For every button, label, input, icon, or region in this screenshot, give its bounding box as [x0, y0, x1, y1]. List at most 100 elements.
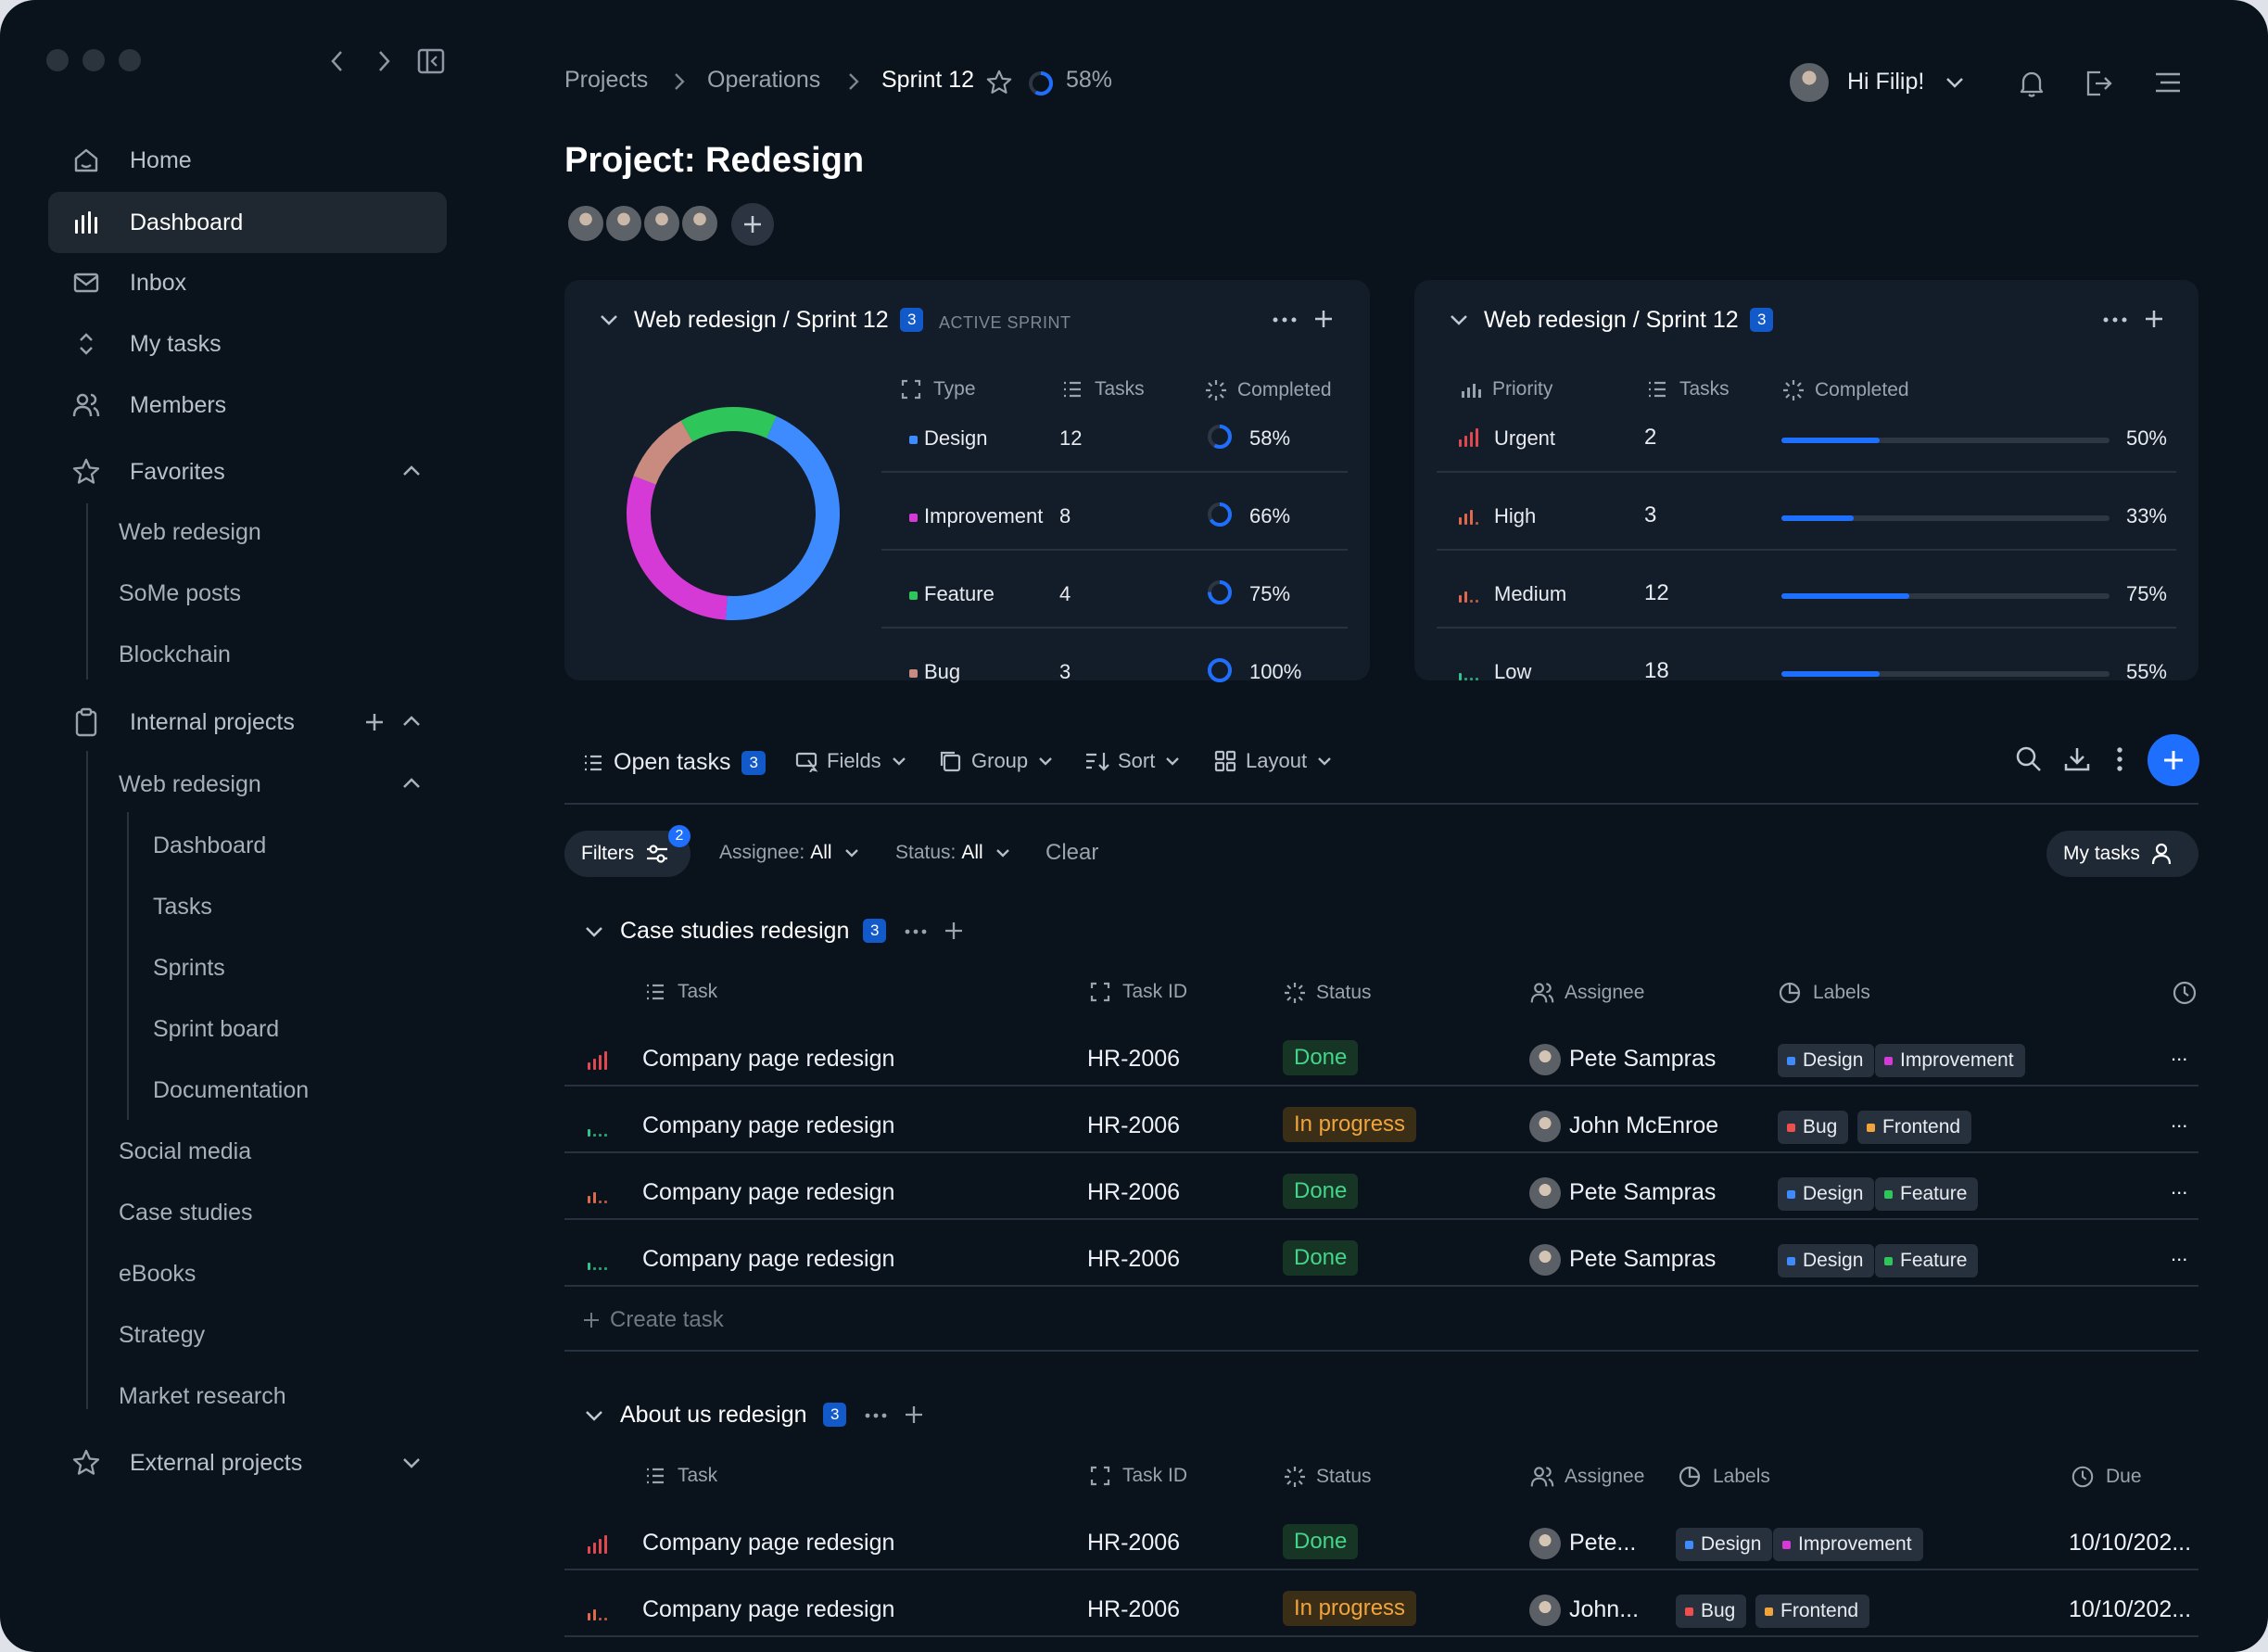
label-tag[interactable]: Bug: [1778, 1111, 1849, 1144]
download-icon[interactable]: [2063, 745, 2091, 773]
sidebar-item-home[interactable]: Home: [48, 130, 447, 191]
favorite-web-redesign[interactable]: Web redesign: [119, 519, 261, 545]
logout-icon[interactable]: [2084, 69, 2113, 98]
label-tag[interactable]: Design: [1778, 1044, 1875, 1077]
user-avatar[interactable]: [1788, 61, 1831, 104]
chevron-down-icon[interactable]: [1945, 74, 1965, 91]
forward-arrow-icon[interactable]: [373, 48, 395, 74]
sidebar-item-members[interactable]: Members: [48, 375, 447, 436]
member-avatar[interactable]: [604, 204, 643, 243]
window-maximize-button[interactable]: [119, 49, 141, 71]
breadcrumb-operations[interactable]: Operations: [707, 67, 821, 93]
status-filter[interactable]: Status: All: [895, 842, 1011, 864]
sidebar-section-favorites[interactable]: Favorites: [48, 441, 447, 502]
label-tag[interactable]: Bug: [1676, 1595, 1747, 1628]
web-child-sprints[interactable]: Sprints: [153, 955, 225, 981]
bell-icon[interactable]: [2018, 69, 2046, 98]
task-name[interactable]: Company page redesign: [642, 1112, 895, 1138]
task-name[interactable]: Company page redesign: [642, 1179, 895, 1205]
label-tag[interactable]: Feature: [1875, 1177, 1979, 1211]
assignee-name[interactable]: John...: [1569, 1596, 1640, 1622]
label-tag[interactable]: Improvement: [1875, 1044, 2025, 1077]
member-avatar[interactable]: [566, 204, 605, 243]
fields-button[interactable]: Fields: [795, 749, 907, 773]
open-tasks-tab[interactable]: Open tasks 3: [582, 749, 766, 776]
more-cell[interactable]: ...: [2171, 1042, 2188, 1065]
add-task-button[interactable]: [2148, 734, 2199, 786]
user-greeting[interactable]: Hi Filip!: [1847, 69, 1925, 95]
assignee-name[interactable]: Pete Sampras: [1569, 1246, 1717, 1272]
chevron-down-icon[interactable]: [584, 923, 604, 940]
search-icon[interactable]: [2015, 745, 2043, 773]
favorite-blockchain[interactable]: Blockchain: [119, 642, 231, 667]
plus-icon[interactable]: [944, 921, 964, 941]
status-badge[interactable]: Done: [1283, 1240, 1359, 1276]
label-tag[interactable]: Feature: [1875, 1244, 1979, 1277]
web-child-documentation[interactable]: Documentation: [153, 1077, 310, 1103]
plus-icon[interactable]: [904, 1404, 924, 1425]
sidebar-item-dashboard[interactable]: Dashboard: [48, 192, 447, 253]
sidebar-toggle-icon[interactable]: [417, 48, 445, 74]
task-name[interactable]: Company page redesign: [642, 1246, 895, 1272]
more-cell[interactable]: ...: [2171, 1242, 2188, 1265]
plus-icon[interactable]: [2143, 308, 2165, 330]
chevron-up-icon[interactable]: [400, 462, 423, 485]
status-badge[interactable]: In progress: [1283, 1107, 1417, 1142]
window-minimize-button[interactable]: [82, 49, 105, 71]
label-tag[interactable]: Design: [1778, 1244, 1875, 1277]
project-case-studies[interactable]: Case studies: [119, 1200, 253, 1226]
project-market-research[interactable]: Market research: [119, 1383, 286, 1409]
assignee-name[interactable]: Pete Sampras: [1569, 1179, 1717, 1205]
sidebar-item-my-tasks[interactable]: My tasks: [48, 313, 447, 375]
more-vertical-icon[interactable]: [2115, 745, 2124, 773]
more-horizontal-icon[interactable]: [864, 1411, 888, 1420]
member-avatar[interactable]: [642, 204, 681, 243]
more-cell[interactable]: ...: [2171, 1175, 2188, 1199]
more-horizontal-icon[interactable]: [2102, 315, 2128, 324]
status-badge[interactable]: Done: [1283, 1524, 1359, 1559]
status-badge[interactable]: Done: [1283, 1040, 1359, 1075]
more-horizontal-icon[interactable]: [1272, 315, 1298, 324]
project-social-media[interactable]: Social media: [119, 1138, 252, 1164]
assignee-name[interactable]: John McEnroe: [1569, 1112, 1719, 1138]
clock-icon[interactable]: [2172, 980, 2198, 1006]
project-strategy[interactable]: Strategy: [119, 1322, 206, 1348]
chevron-up-icon[interactable]: [400, 712, 423, 735]
clear-filters-link[interactable]: Clear: [1045, 840, 1099, 865]
label-tag[interactable]: Design: [1778, 1177, 1875, 1211]
window-close-button[interactable]: [46, 49, 69, 71]
chevron-down-icon[interactable]: [599, 311, 619, 328]
favorite-some-posts[interactable]: SoMe posts: [119, 580, 242, 606]
menu-icon[interactable]: [2153, 70, 2183, 95]
assignee-name[interactable]: Pete...: [1569, 1530, 1637, 1556]
plus-icon[interactable]: [363, 711, 386, 738]
assignee-filter[interactable]: Assignee: All: [719, 842, 860, 864]
web-child-sprint-board[interactable]: Sprint board: [153, 1016, 280, 1042]
layout-button[interactable]: Layout: [1214, 749, 1333, 773]
web-child-tasks[interactable]: Tasks: [153, 894, 212, 920]
assignee-name[interactable]: Pete Sampras: [1569, 1046, 1717, 1072]
label-tag[interactable]: Improvement: [1773, 1528, 1923, 1561]
breadcrumb-projects[interactable]: Projects: [564, 67, 649, 93]
status-badge[interactable]: In progress: [1283, 1591, 1417, 1626]
group-button[interactable]: Group: [938, 749, 1054, 773]
my-tasks-button[interactable]: My tasks: [2046, 831, 2198, 877]
plus-icon[interactable]: [1312, 308, 1335, 330]
chevron-down-icon[interactable]: [1449, 311, 1469, 328]
task-name[interactable]: Company page redesign: [642, 1596, 895, 1622]
sidebar-item-inbox[interactable]: Inbox: [48, 252, 447, 313]
chevron-down-icon[interactable]: [400, 1454, 423, 1477]
create-task-button[interactable]: Create task: [582, 1307, 724, 1333]
task-name[interactable]: Company page redesign: [642, 1046, 895, 1072]
sort-button[interactable]: Sort: [1084, 749, 1181, 773]
member-avatar[interactable]: [680, 204, 719, 243]
status-badge[interactable]: Done: [1283, 1174, 1359, 1209]
label-tag[interactable]: Frontend: [1755, 1595, 1870, 1628]
add-member-button[interactable]: [731, 203, 774, 246]
label-tag[interactable]: Frontend: [1857, 1111, 1972, 1144]
task-name[interactable]: Company page redesign: [642, 1530, 895, 1556]
project-web-redesign[interactable]: Web redesign: [119, 771, 261, 797]
chevron-up-icon[interactable]: [400, 774, 423, 797]
web-child-dashboard[interactable]: Dashboard: [153, 832, 267, 858]
sidebar-section-internal-projects[interactable]: Internal projects: [48, 692, 447, 753]
